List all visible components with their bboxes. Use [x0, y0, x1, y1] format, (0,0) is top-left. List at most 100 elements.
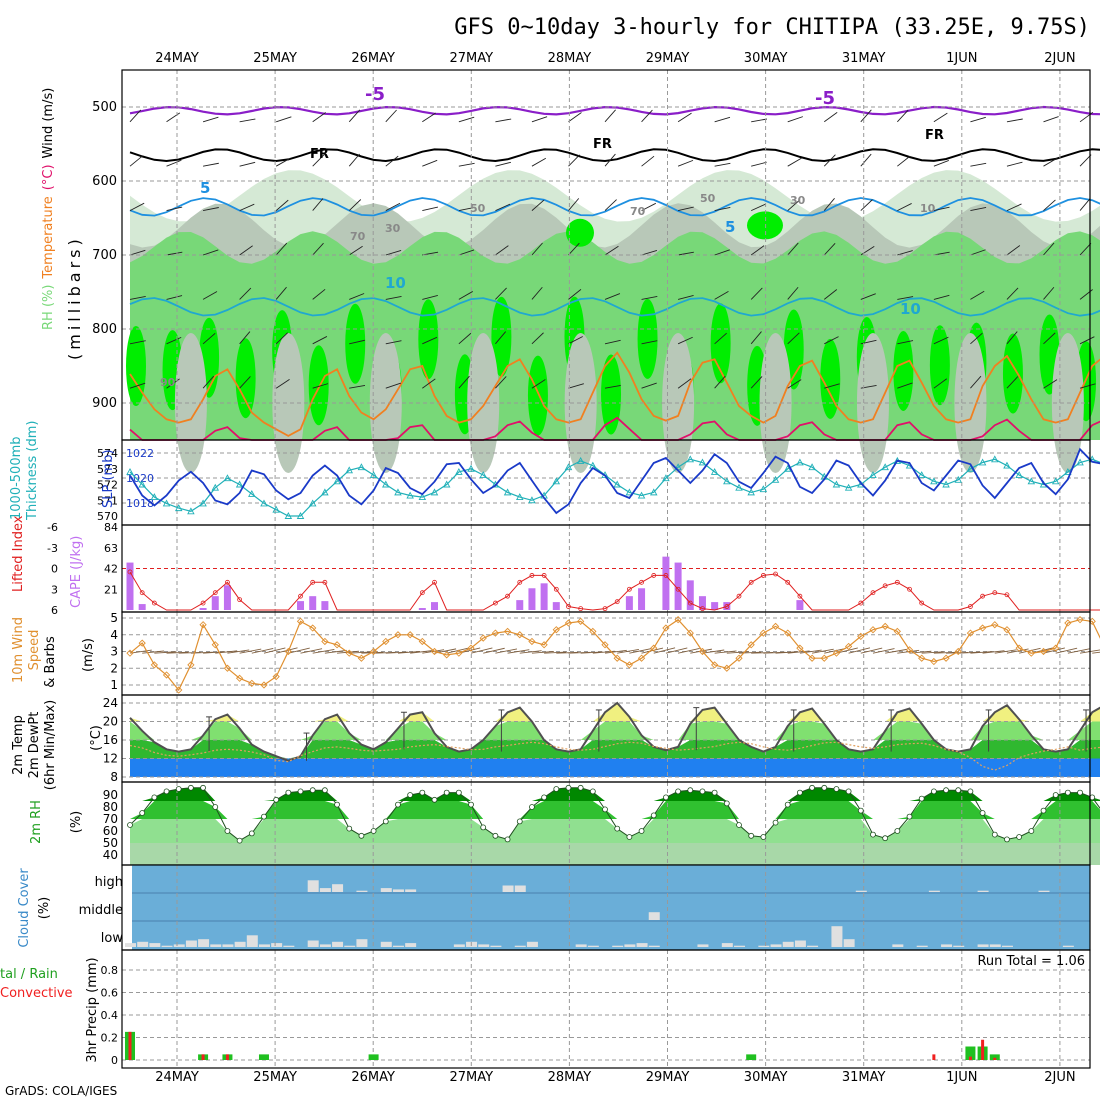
cloud-bar-high: [380, 888, 392, 892]
wind-ylabel: 10m Wind: [11, 617, 26, 683]
rh2-point: [723, 800, 730, 807]
cloud-level-label: low: [101, 931, 124, 946]
cloud-bar-low: [185, 940, 197, 947]
wind-tick-label: 4: [110, 628, 118, 642]
lifted-index-point: [626, 586, 632, 592]
cloud-bar-low: [587, 945, 599, 947]
upper-wind-barb: [897, 109, 909, 123]
surface-wind-barb: [470, 647, 493, 654]
cape-bar: [199, 608, 207, 610]
footer-credit: GrADS: COLA/IGES: [5, 1084, 117, 1098]
rh-core-blob: [345, 303, 366, 384]
upper-wind-barb: [239, 376, 251, 389]
rh2-point: [821, 784, 828, 791]
rh2-point: [504, 836, 511, 843]
upper-wind-barb: [348, 109, 361, 123]
thickness-point: [321, 488, 329, 496]
upper-wind-barb: [1006, 287, 1019, 300]
rh2-point: [979, 810, 986, 816]
cape-bar: [431, 602, 438, 610]
surface-wind-barb: [142, 650, 165, 654]
upper-wind-barb: [385, 340, 402, 345]
surface-wind-barb: [604, 649, 627, 654]
upper-wind-barb: [202, 332, 216, 345]
rh2-point: [212, 804, 219, 810]
dry-dome: [174, 333, 207, 473]
rh2-point: [163, 788, 170, 795]
surface-wind-barb: [848, 647, 871, 654]
thickness-point: [552, 477, 561, 485]
pressure-tick-label: 600: [92, 174, 117, 189]
upper-wind-barb: [1006, 203, 1022, 212]
date-label-top: 29MAY: [646, 51, 690, 66]
thickness-point: [576, 456, 585, 464]
upper-wind-barb: [970, 375, 982, 389]
upper-wind-barb: [933, 378, 948, 389]
rh-core-blob: [637, 298, 658, 379]
upper-wind-barb: [312, 383, 329, 389]
rh2-point: [151, 794, 158, 801]
precip-convective-bar: [932, 1054, 936, 1060]
lifted-index-point: [797, 593, 803, 599]
cape-bar: [698, 596, 706, 610]
thickness-point: [832, 480, 841, 488]
rh2-tick-label: 60: [103, 824, 118, 838]
wind-speed-point: [698, 647, 707, 656]
upper-wind-barb: [348, 153, 360, 167]
rh2-point: [516, 818, 523, 825]
surface-wind-barb: [239, 648, 262, 654]
contour-label: -5: [815, 88, 835, 109]
cape-tick-label: 21: [104, 583, 118, 596]
upper-wind-barb: [604, 339, 621, 345]
date-label-top: 28MAY: [548, 51, 592, 66]
rh2-point: [480, 824, 487, 831]
wind-ylabel: Speed: [27, 630, 42, 671]
rh2-point: [1077, 789, 1083, 796]
rh2-point: [626, 834, 633, 840]
upper-wind-barb: [422, 336, 438, 345]
dewpoint-2m-line: [129, 741, 1100, 771]
wind-unit-label: (m/s): [81, 638, 96, 672]
wind-speed-point: [491, 629, 500, 637]
upper-wind-barb: [824, 383, 840, 389]
cape-tick-label: 84: [104, 521, 118, 534]
surface-wind-barb: [824, 648, 846, 654]
upper-wind-barb: [677, 112, 692, 123]
rh2-point: [443, 789, 450, 796]
thickness-point: [978, 458, 987, 466]
upper-wind-barb: [823, 154, 836, 167]
rh2-point: [236, 837, 243, 844]
upper-wind-barb: [970, 116, 986, 123]
date-label-top: 31MAY: [842, 51, 886, 66]
surface-wind-barb: [446, 647, 469, 654]
upper-ylabel-part: (°C): [41, 164, 56, 190]
cloud-level-label: high: [95, 875, 123, 890]
thickness-point: [455, 467, 463, 475]
upper-wind-barb: [348, 245, 363, 256]
surface-wind-barb: [860, 647, 883, 654]
cloud-bar-low: [234, 941, 246, 947]
lifted-index-point: [237, 597, 243, 603]
cape-bar: [309, 596, 317, 610]
wind-speed-point: [796, 644, 804, 652]
wind-speed-point: [613, 654, 621, 662]
wind-speed-point: [516, 631, 524, 639]
surface-wind-barb: [166, 651, 189, 654]
upper-wind-barb: [312, 198, 324, 211]
cloud-bar-low: [271, 943, 283, 947]
rh2-point: [175, 786, 182, 792]
slp-tick-label: 1022: [126, 447, 154, 460]
rh-core-blob: [929, 325, 950, 406]
thickness-point: [881, 463, 889, 471]
upper-wind-barb: [531, 286, 543, 300]
thickness-point: [759, 485, 768, 493]
cloud-bar-low: [356, 939, 368, 947]
upper-wind-barb: [714, 206, 731, 212]
thickness-point: [187, 507, 195, 515]
wind-speed-point: [357, 654, 366, 662]
rh-core-blob: [893, 330, 914, 411]
lifted-index-point: [663, 573, 669, 578]
upper-wind-barb: [933, 206, 950, 212]
wind-speed-point: [820, 654, 828, 662]
wind-speed-point: [893, 627, 901, 636]
